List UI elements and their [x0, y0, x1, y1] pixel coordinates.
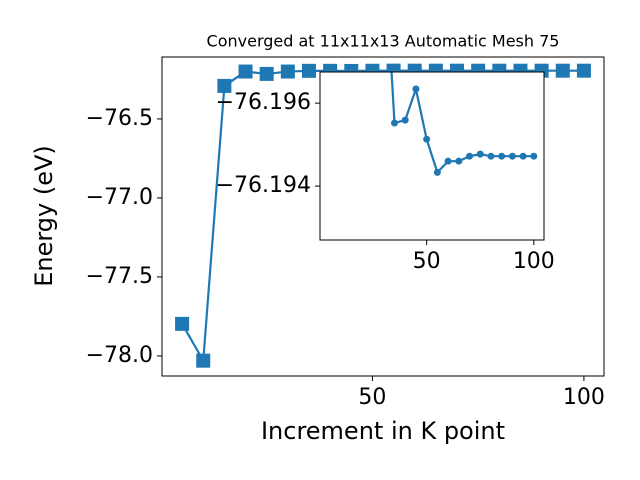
x-tick-label: 50 [413, 249, 441, 274]
marker [401, 116, 409, 124]
y-tick-label: −77.5 [86, 264, 153, 289]
marker [487, 152, 495, 160]
y-tick-label: −76.5 [86, 106, 153, 131]
marker [508, 152, 516, 160]
marker [423, 135, 431, 143]
axes: 50 100 −76.196 −76.194 [216, 71, 555, 274]
y-tick-label: −76.196 [216, 90, 311, 115]
marker [576, 63, 591, 78]
marker [175, 316, 190, 331]
marker [530, 152, 538, 160]
y-tick-label: −76.194 [216, 173, 311, 198]
marker [259, 66, 274, 81]
marker [217, 78, 232, 93]
marker [444, 157, 452, 165]
y-axis-label: Energy (eV) [30, 145, 58, 287]
x-tick-label: 50 [358, 385, 386, 410]
plot-area [390, 72, 538, 176]
marker [466, 152, 474, 160]
x-tick-label: 100 [563, 385, 605, 410]
marker [238, 64, 253, 79]
marker [196, 353, 211, 368]
x-axis-label: Increment in K point [261, 417, 505, 445]
marker [390, 119, 398, 127]
marker [301, 63, 316, 78]
chart-title: Converged at 11x11x13 Automatic Mesh 75 [207, 32, 560, 51]
marker [476, 150, 484, 158]
x-tick-label: 100 [513, 249, 555, 274]
axes-frame [319, 71, 545, 241]
axes-frame [161, 56, 605, 377]
marker [433, 168, 441, 176]
plot-area [175, 63, 591, 368]
marker [455, 157, 463, 165]
marker [498, 152, 506, 160]
marker [519, 152, 527, 160]
marker [412, 85, 420, 93]
y-tick-label: −77.0 [86, 185, 153, 210]
marker [555, 63, 570, 78]
marker [280, 64, 295, 79]
y-tick-label: −78.0 [86, 343, 153, 368]
